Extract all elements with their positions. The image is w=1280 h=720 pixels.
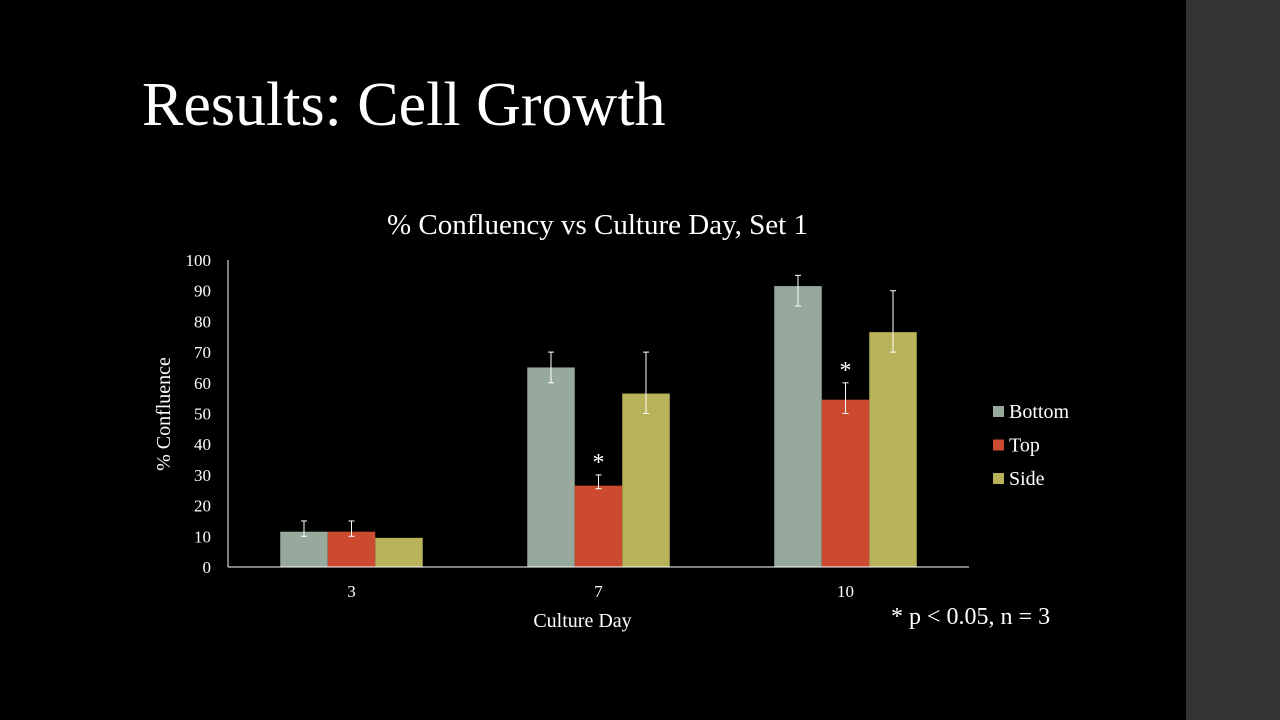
y-tick-label: 70 [194, 343, 211, 362]
legend-label-side: Side [1009, 468, 1045, 490]
legend-swatch-top [993, 439, 1004, 451]
slide-title: Results: Cell Growth [142, 71, 666, 139]
significance-footnote: * p < 0.05, n = 3 [891, 604, 1051, 630]
bar-bottom-day-10 [774, 286, 822, 567]
legend-label-bottom: Bottom [1009, 401, 1069, 423]
bar-side-day-10 [869, 332, 917, 567]
bar-side-day-3 [375, 537, 423, 567]
bar-top-day-7 [574, 485, 623, 567]
x-tick-label: 7 [594, 582, 603, 601]
legend-label-top: Top [1009, 435, 1040, 457]
legend-swatch-bottom [993, 406, 1004, 417]
x-tick-label: 10 [837, 582, 854, 601]
significance-marker: * [593, 450, 605, 476]
chart-title: % Confluency vs Culture Day, Set 1 [387, 209, 808, 241]
y-tick-label: 20 [194, 497, 211, 516]
bar-top-day-3 [327, 531, 376, 567]
x-tick-label: 3 [347, 582, 356, 601]
y-tick-label: 40 [194, 435, 211, 454]
y-tick-label: 50 [194, 405, 211, 424]
y-tick-label: 30 [194, 466, 211, 485]
bar-bottom-day-3 [280, 531, 328, 567]
slide: Results: Cell Growth % Confluency vs Cul… [142, 71, 1070, 632]
y-tick-label: 80 [194, 312, 211, 331]
y-tick-label: 0 [203, 558, 212, 577]
bar-top-day-10 [821, 399, 870, 567]
side-panel [1186, 0, 1280, 720]
y-tick-label: 90 [194, 282, 211, 301]
x-axis-title: Culture Day [533, 610, 631, 632]
significance-marker: * [840, 358, 852, 384]
legend-swatch-side [993, 473, 1004, 484]
y-tick-label: 10 [194, 527, 211, 546]
bar-chart: % Confluency vs Culture Day, Set 1 0 10 20 3… [153, 209, 1069, 632]
y-tick-label: 60 [194, 374, 211, 393]
y-tick-label: 100 [186, 251, 212, 270]
y-axis-title: % Confluence [153, 357, 175, 471]
bar-bottom-day-7 [527, 367, 575, 567]
bar-side-day-7 [622, 393, 670, 567]
